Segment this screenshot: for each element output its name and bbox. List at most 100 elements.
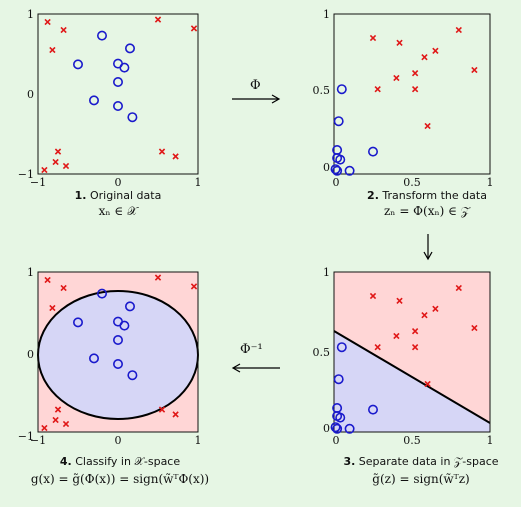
circle-point [367, 404, 378, 415]
y-tick-label: 1 [27, 266, 34, 279]
circle-point [125, 43, 136, 54]
cross-point [421, 312, 428, 319]
cross-point [190, 25, 198, 32]
cross-point [424, 122, 431, 130]
cross-point [154, 16, 162, 23]
y-tick-label: 0 [323, 422, 330, 435]
circle-point [332, 165, 343, 176]
cross-point [49, 304, 56, 312]
y-tick-label: −1 [18, 430, 34, 443]
cross-point [158, 406, 166, 413]
cross-point [54, 406, 62, 413]
cross-point [54, 148, 62, 155]
x-tick-label: 1 [195, 434, 202, 447]
markers-group [41, 16, 198, 174]
circle-point [113, 334, 124, 345]
decision-boundary [37, 290, 199, 420]
cross-point [396, 297, 403, 304]
y-tick-label: 0 [27, 348, 34, 361]
formula-panel-4: g(x) = g̃(Φ(x)) = sign(w̃ᵀΦ(x)) [30, 472, 210, 486]
plot-frame [37, 271, 199, 433]
x-tick-label: 0 [333, 176, 340, 189]
cross-point [49, 46, 56, 54]
cross-point [369, 34, 377, 42]
caption-number: 2. [367, 189, 379, 202]
cross-point [172, 411, 179, 418]
y-tick-label: −1 [18, 168, 34, 181]
y-tick-label: 1 [323, 266, 330, 279]
cross-point [158, 148, 166, 155]
circle-point [344, 165, 355, 176]
circle-point [330, 422, 341, 433]
x-tick-label: 0 [115, 434, 122, 447]
cross-point [60, 284, 67, 292]
panel-original-data: −1 0 1 1 0 −1 [18, 8, 202, 189]
x-tick-label: 1 [487, 176, 494, 189]
cross-point [369, 292, 377, 300]
panel-transformed-data: 0 0.5 1 1 0.5 0 [313, 8, 494, 189]
caption-text: Transform the data [382, 189, 487, 202]
y-tick-label: 1 [27, 8, 34, 21]
cross-point [374, 86, 381, 93]
circle-point [73, 317, 84, 328]
circle-point [336, 342, 347, 353]
formula-panel-2: zₙ = Φ(xₙ) ∈ 𝒵 [383, 204, 470, 218]
y-tick-label: 0.5 [313, 346, 331, 359]
circle-point [73, 59, 84, 70]
cross-point [455, 26, 462, 34]
cross-point [432, 305, 439, 312]
caption-number: 1. [74, 189, 87, 202]
arrow-phi-inverse [231, 363, 280, 373]
y-tick-label: 0 [27, 88, 34, 101]
plot-frame [37, 13, 199, 175]
cross-point [374, 344, 381, 351]
cross-point [41, 424, 48, 432]
negative-region [334, 331, 490, 432]
circle-point [113, 101, 124, 112]
cross-point [44, 276, 51, 284]
cross-point [471, 66, 478, 74]
y-tick-label: 0.5 [313, 84, 331, 97]
x-tick-label: −1 [30, 434, 46, 447]
circle-point [367, 146, 378, 157]
circle-point [97, 30, 108, 41]
caption-number: 4. [59, 455, 72, 468]
circle-point [97, 288, 108, 299]
circle-point [344, 423, 355, 434]
circle-point [125, 301, 136, 312]
cross-point [411, 86, 419, 93]
cross-point [52, 158, 59, 166]
arrow-phi [232, 94, 281, 104]
panel-classified-x-space: −1 0 1 1 0 −1 [18, 266, 202, 447]
cross-point [62, 420, 70, 428]
cross-point [190, 283, 198, 290]
plot-frame [333, 13, 491, 175]
cross-point [393, 332, 400, 340]
cross-point [62, 162, 70, 170]
cross-point [44, 18, 51, 26]
circle-point [89, 353, 100, 364]
caption-text: Separate data in 𝒵-space [358, 455, 499, 468]
plot-frame [333, 271, 491, 433]
cross-point [411, 70, 419, 77]
caption-panel-3: 3. Separate data in 𝒵-space [336, 455, 506, 469]
phi-inverse-label: Φ⁻¹ [240, 342, 263, 357]
phi-label: Φ [250, 78, 261, 93]
cross-point [52, 416, 59, 424]
circle-point [119, 320, 130, 331]
arrow-down [423, 234, 433, 261]
cross-point [411, 328, 419, 335]
x-tick-label: 0 [333, 434, 340, 447]
cross-point [411, 344, 419, 351]
circle-point [127, 370, 138, 381]
positive-region [334, 272, 490, 423]
circle-point [330, 164, 341, 175]
caption-text: Classify in 𝒳-space [75, 455, 181, 468]
cross-point [60, 26, 67, 34]
circle-point [333, 116, 344, 127]
y-tick-label: 1 [323, 8, 330, 21]
y-tick-label: 0 [323, 161, 330, 174]
circle-point [335, 154, 346, 165]
caption-panel-4: 4. Classify in 𝒳-space [30, 455, 210, 469]
